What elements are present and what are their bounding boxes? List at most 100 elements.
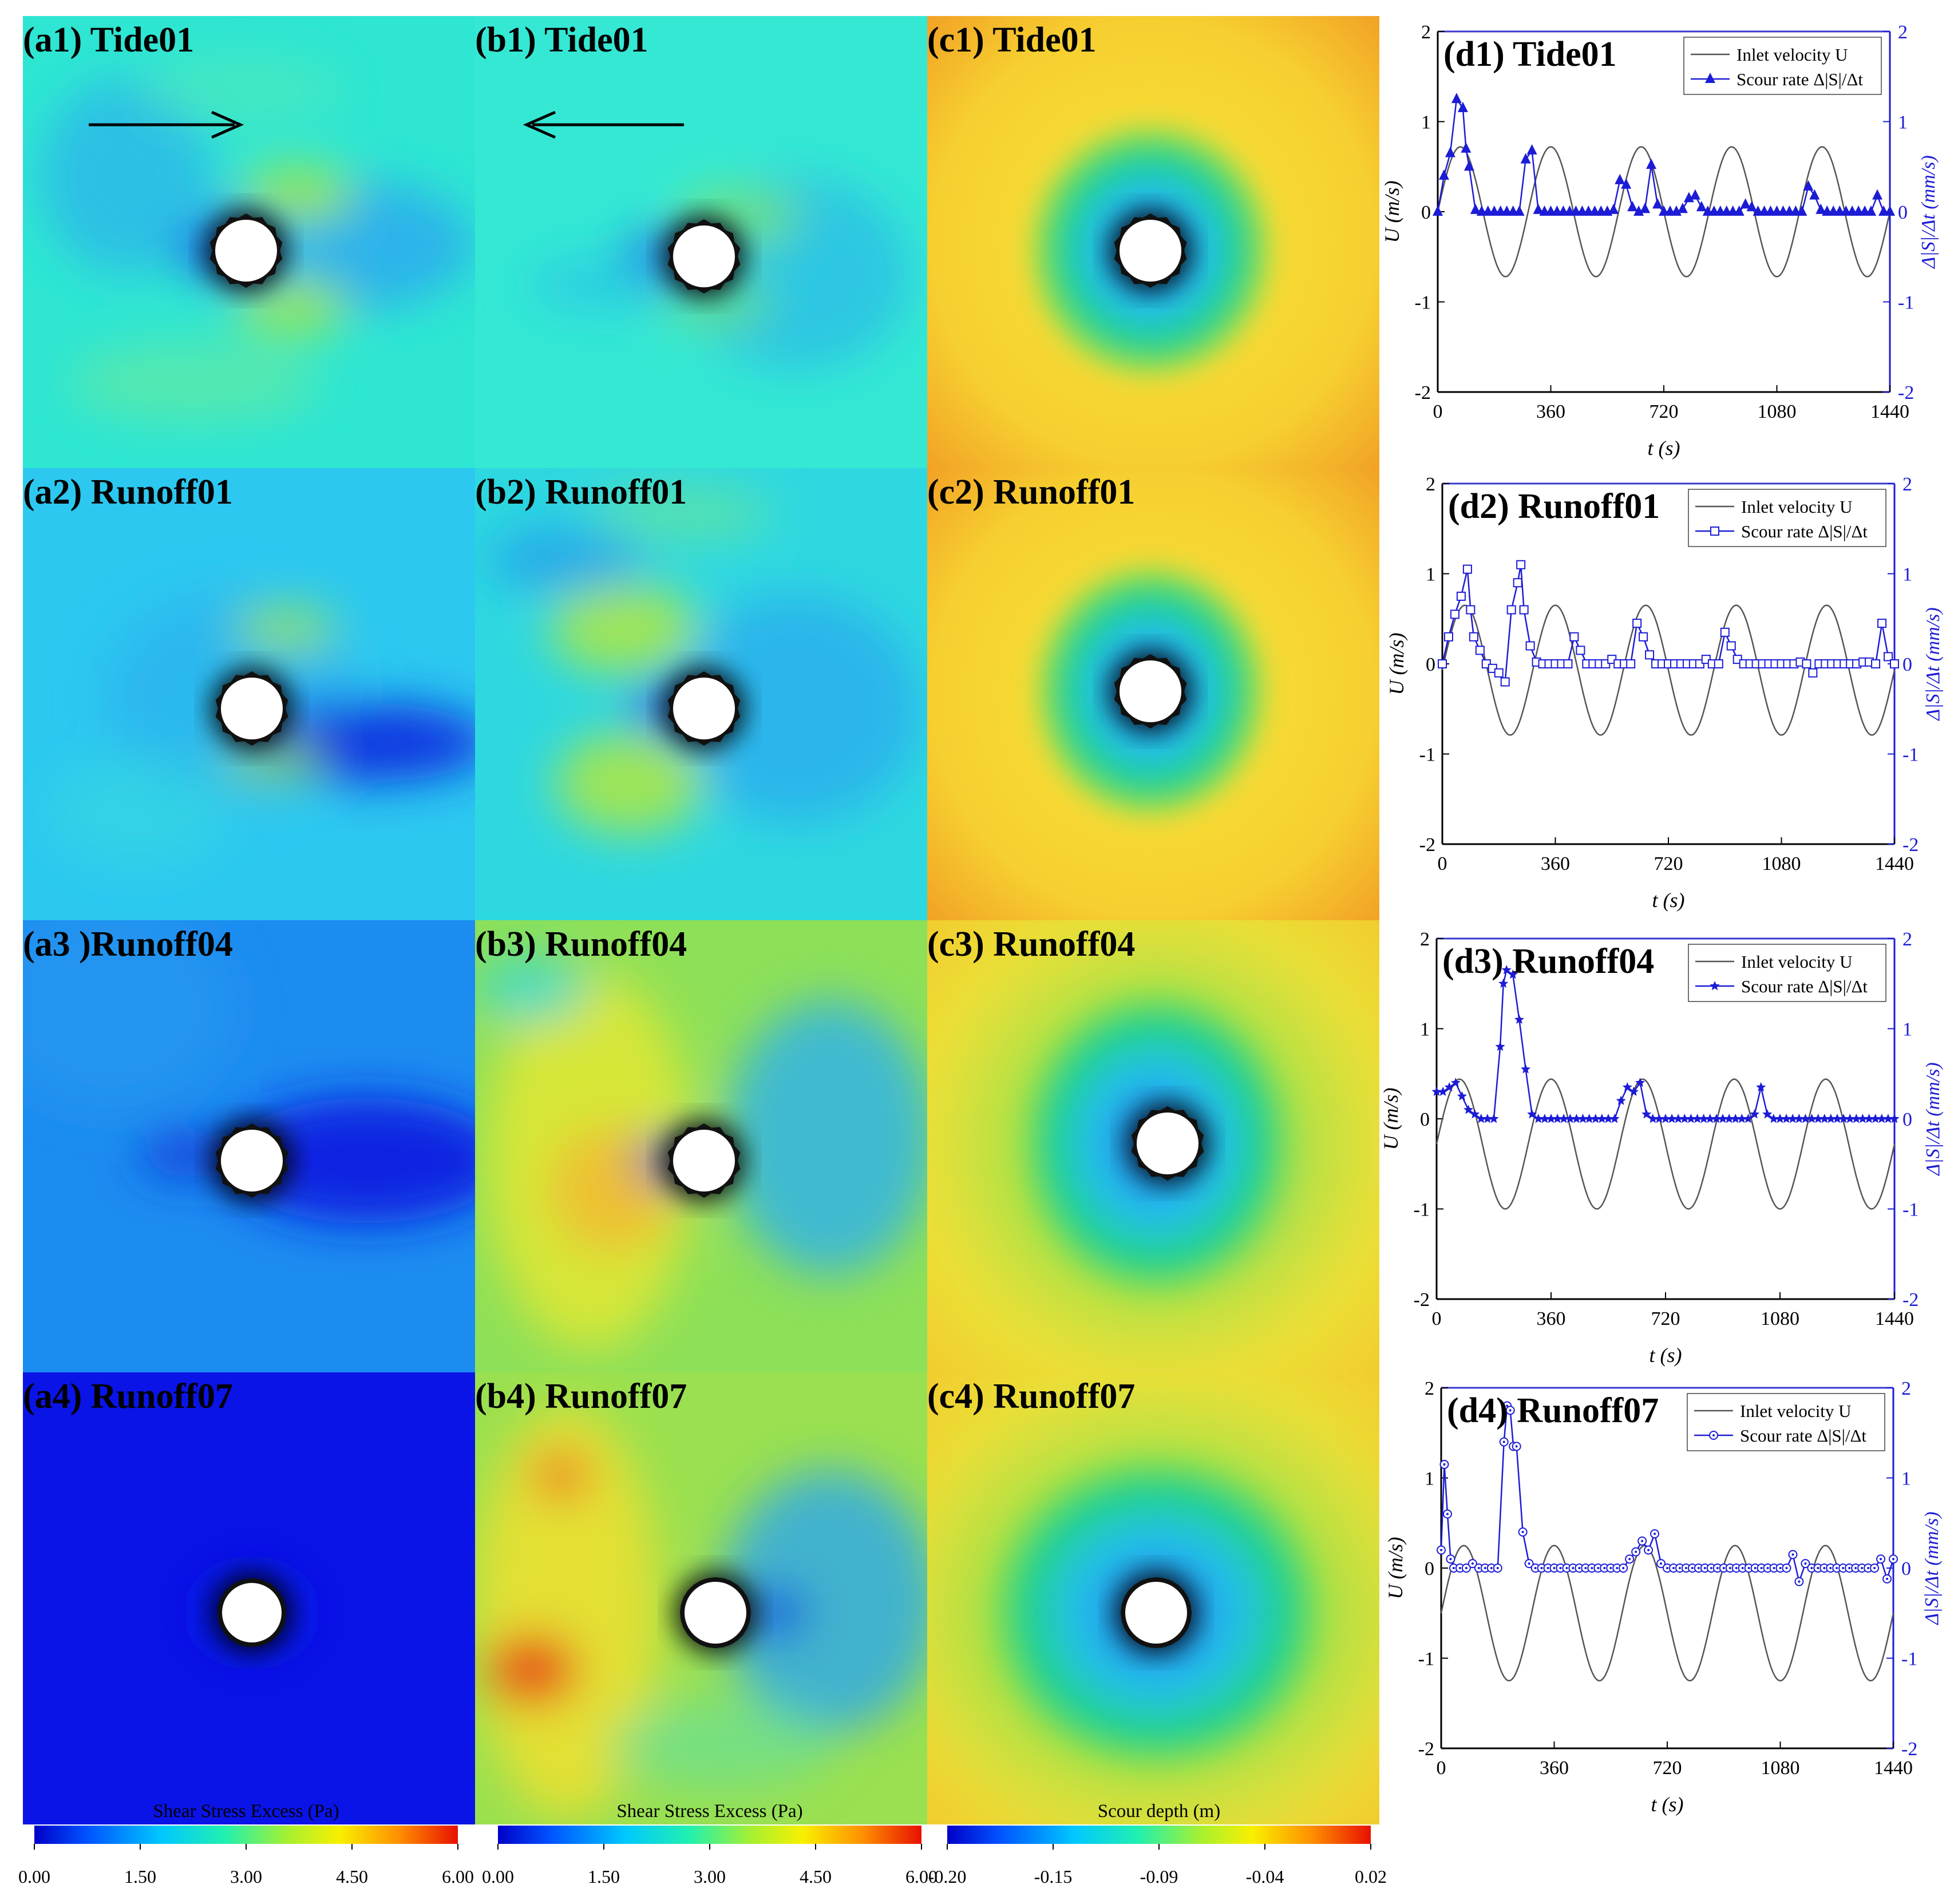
pile	[1120, 660, 1181, 722]
scour-rate-point	[1710, 981, 1720, 991]
scour-rate-point	[1466, 605, 1476, 615]
contour-panel-a2: (a2) Runoff01	[23, 468, 475, 920]
scour-rate-point	[1889, 1114, 1900, 1123]
colorbar-tick-label: -0.20	[928, 1866, 967, 1887]
scour-rate-point	[1462, 564, 1472, 574]
inlet-velocity-line	[1435, 1078, 1896, 1210]
colorbar-tick-label: 1.50	[124, 1866, 156, 1887]
chart-legend: Inlet velocity U Scour rate Δ|S|/Δt	[1687, 1393, 1885, 1451]
scour-rate-point	[1646, 159, 1657, 169]
scour-rate-point	[1514, 205, 1525, 216]
legend-scour-label: Scour rate Δ|S|/Δt	[1741, 521, 1868, 541]
y-right-axis-label: Δ|S|/Δt (mm/s)	[1923, 1062, 1944, 1176]
y-tick-label: 1	[1426, 564, 1435, 585]
y-tick-label: 1	[1425, 1468, 1434, 1490]
y-tick-label: 0	[1426, 654, 1435, 675]
legend-velocity-label: Inlet velocity U	[1741, 497, 1853, 517]
colorbar-tick-label: 4.50	[336, 1866, 368, 1887]
y-axis-label: U (m/s)	[1385, 633, 1408, 695]
scour-rate-point	[1677, 203, 1688, 213]
panel-label: (b1) Tide01	[475, 21, 648, 60]
scour-rate-point	[1597, 1114, 1607, 1123]
colorbar-tick-label: 3.00	[230, 1866, 262, 1887]
scour-rate-point	[1660, 1114, 1671, 1123]
scour-rate-point	[1450, 609, 1459, 619]
x-axis-label: t (s)	[1652, 889, 1685, 912]
contour-panel-tide-b: (b1) Tide01	[475, 16, 927, 468]
scour-rate-point	[1667, 1114, 1677, 1123]
y-right-tick-label: -1	[1901, 1649, 1917, 1670]
scour-rate-point	[1526, 144, 1537, 155]
pile	[222, 1583, 282, 1642]
chart: -2 -2 -1 -1 0 0 1 1 2 2 0 360 720 1080 1440 t (s) U (m/s…	[1384, 1378, 1943, 1816]
y-right-tick-label: 0	[1898, 202, 1908, 223]
y-tick-label: 0	[1421, 202, 1431, 223]
scour-rate-point	[1622, 1082, 1632, 1092]
legend-velocity-label: Inlet velocity U	[1741, 952, 1853, 972]
colorbar-ramp	[34, 1826, 458, 1844]
scour-rate-point	[1633, 205, 1644, 216]
x-tick-label: 1440	[1874, 1757, 1913, 1779]
y-right-tick-label: 1	[1901, 1468, 1911, 1490]
panel-label: (c3) Runoff04	[927, 925, 1135, 964]
x-axis-label: t (s)	[1648, 437, 1680, 460]
scour-rate-point	[1603, 1114, 1613, 1123]
pile	[673, 678, 735, 739]
scour-rate-point	[1690, 189, 1700, 200]
x-tick-label: 720	[1651, 1308, 1680, 1329]
contour-panel-c4: (c4) Runoff07	[927, 1372, 1379, 1824]
scour-rate-point	[1769, 1114, 1779, 1123]
scour-rate-point	[1627, 201, 1638, 212]
x-tick-label: 360	[1536, 401, 1565, 422]
y-right-axis-label: Δ|S|/Δt (mm/s)	[1918, 155, 1939, 269]
legend-scour-label: Scour rate Δ|S|/Δt	[1737, 69, 1863, 89]
scour-rate-point	[1495, 1042, 1505, 1051]
scour-rate-point	[1470, 1109, 1480, 1119]
scour-rate-point	[1444, 1082, 1454, 1092]
scour-rate-point	[1591, 1114, 1601, 1123]
scour-rate-point	[1516, 560, 1526, 569]
scour-rate-point	[1692, 1114, 1703, 1123]
x-tick-label: 720	[1650, 401, 1679, 422]
y-right-tick-label: 1	[1902, 564, 1912, 585]
legend-velocity-label: Inlet velocity U	[1740, 1401, 1852, 1421]
scour-rate-point	[1521, 1064, 1531, 1074]
y-right-tick-label: 0	[1901, 1558, 1911, 1580]
scour-rate-point	[1699, 1114, 1709, 1123]
y-tick-label: 2	[1426, 474, 1435, 495]
y-tick-label: -1	[1415, 292, 1431, 314]
y-right-tick-label: 2	[1898, 22, 1908, 43]
chart-legend: Inlet velocity U Scour rate Δ|S|/Δt	[1688, 944, 1886, 1002]
scour-rate-point	[1877, 619, 1887, 628]
scour-rate-point	[1800, 1114, 1810, 1123]
panel-label: (c2) Runoff01	[927, 473, 1135, 512]
pile	[221, 1130, 283, 1192]
scour-rate-point	[1482, 1114, 1493, 1123]
colorbar-tick-label: 6.00	[442, 1866, 474, 1887]
x-axis-label: t (s)	[1651, 1793, 1684, 1816]
scour-rate-point	[1737, 1114, 1747, 1123]
x-tick-label: 0	[1432, 1308, 1442, 1329]
scour-rate-point	[1438, 169, 1449, 180]
y-right-tick-label: 2	[1902, 474, 1912, 495]
scour-rate-point	[1476, 1114, 1486, 1123]
x-tick-label: 1080	[1761, 1757, 1800, 1779]
scour-rate-point	[1525, 641, 1535, 651]
scour-rate-point	[1872, 189, 1883, 200]
panel-label: (c1) Tide01	[927, 21, 1097, 60]
inlet-velocity-line	[1441, 604, 1896, 736]
scour-rate-point	[1500, 677, 1510, 687]
y-right-tick-label: -2	[1902, 834, 1919, 856]
scour-rate-point	[1513, 578, 1522, 588]
scour-rate-point	[1866, 205, 1877, 216]
panel-label: (a2) Runoff01	[23, 473, 233, 512]
panel-label: (a3 )Runoff04	[23, 925, 233, 964]
scour-rate-point	[1652, 198, 1663, 209]
chart-title: (d4) Runoff07	[1447, 1391, 1659, 1430]
pile	[673, 225, 735, 287]
panel-label: (c4) Runoff07	[927, 1377, 1135, 1416]
y-tick-label: -1	[1418, 1649, 1434, 1670]
scour-rate-point	[1654, 1114, 1664, 1123]
y-right-tick-label: 1	[1902, 1019, 1912, 1040]
scour-rate-point	[1520, 153, 1531, 164]
